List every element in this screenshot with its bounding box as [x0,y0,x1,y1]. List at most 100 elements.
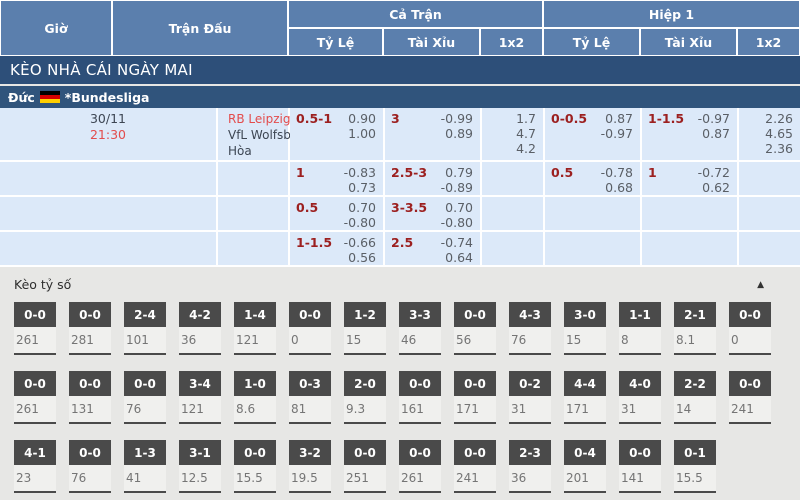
odds-value[interactable]: -0.74 [440,235,473,250]
score-bet-cell[interactable]: 0-0 0 [729,302,771,355]
odds-value[interactable]: 1.7 [516,111,536,126]
score-bet-cell[interactable]: 0-0 0 [289,302,331,355]
ft-handicap-odds-cell[interactable]: 0.5 0.70 -0.80 [290,197,383,230]
odds-value[interactable]: 0.87 [605,111,633,126]
score-bet-cell[interactable]: 2-4 101 [124,302,166,355]
score-bet-cell[interactable]: 2-2 14 [674,371,716,424]
odds-value[interactable]: -0.72 [697,165,730,180]
odds-value[interactable]: 0.87 [702,126,730,141]
odds-value[interactable]: 2.26 [765,111,793,126]
odds-value[interactable]: 0.90 [348,111,376,126]
odds-value[interactable]: 1.00 [348,126,376,141]
handicap-line: 1-1.5 [296,235,333,250]
odds-value[interactable]: -0.80 [440,215,473,230]
odds-value[interactable]: 4.7 [516,126,536,141]
score-bet-cell[interactable]: 0-0 281 [69,302,111,355]
odds-value[interactable]: -0.83 [343,165,376,180]
score-label: 0-0 [399,440,441,465]
score-bet-cell[interactable]: 0-0 56 [454,302,496,355]
score-bet-cell[interactable]: 0-0 131 [69,371,111,424]
team-away[interactable]: VfL Wolfsburg [228,128,311,142]
score-bet-cell[interactable]: 0-0 241 [454,440,496,493]
odds-value[interactable]: -0.78 [600,165,633,180]
score-bet-cell[interactable]: 0-0 76 [124,371,166,424]
score-bet-cell[interactable]: 0-0 261 [14,371,56,424]
score-bet-cell[interactable]: 4-0 31 [619,371,661,424]
score-bet-cell[interactable]: 2-0 9.3 [344,371,386,424]
score-bet-cell[interactable]: 0-2 31 [509,371,551,424]
odds-value[interactable]: 0.62 [702,180,730,195]
score-bet-cell[interactable]: 3-0 15 [564,302,606,355]
match-teams-cell[interactable]: RB Leipzig VfL Wolfsburg Hòa [218,108,311,160]
league-row[interactable]: Đức *Bundesliga [0,86,800,108]
ft-handicap-odds-cell[interactable]: 1-1.5 -0.66 0.56 [290,232,383,265]
collapse-arrow-icon[interactable]: ▲ [757,279,764,290]
score-bet-cell[interactable]: 0-0 251 [344,440,386,493]
h1-handicap-odds-cell[interactable]: 0.5 -0.78 0.68 [545,162,640,195]
odds-value[interactable]: 0.56 [348,250,376,265]
ft-handicap-odds-cell[interactable]: 1 -0.83 0.73 [290,162,383,195]
score-bet-cell[interactable]: 3-2 19.5 [289,440,331,493]
score-bet-cell[interactable]: 0-0 261 [14,302,56,355]
score-bet-cell[interactable]: 1-1 8 [619,302,661,355]
score-bet-cell[interactable]: 0-0 171 [454,371,496,424]
ft-over-under-odds-cell[interactable]: 3 -0.99 0.89 [385,108,480,160]
odds-value[interactable]: 0.70 [348,200,376,215]
score-odds-value: 81 [289,396,331,422]
score-bet-cell[interactable]: 2-1 8.1 [674,302,716,355]
odds-value[interactable]: 4.2 [516,141,536,156]
ft-handicap-odds-cell[interactable]: 0.5-1 0.90 1.00 [290,108,383,160]
odds-value[interactable]: 0.68 [605,180,633,195]
odds-table-header: Giờ Trận Đấu Cả Trận Hiệp 1 Tỷ Lệ Tài Xỉ… [0,0,800,56]
odds-value[interactable]: -0.99 [440,111,473,126]
odds-value[interactable]: 0.79 [445,165,473,180]
score-bet-cell[interactable]: 4-4 171 [564,371,606,424]
score-bet-cell[interactable]: 0-1 15.5 [674,440,716,493]
h1-over-under-odds-cell[interactable]: 1-1.5 -0.97 0.87 [642,108,737,160]
score-bet-cell[interactable]: 0-0 261 [399,440,441,493]
score-odds-value: 15 [564,327,606,353]
score-bet-cell[interactable]: 1-0 8.6 [234,371,276,424]
score-bet-cell[interactable]: 0-3 81 [289,371,331,424]
odds-value[interactable]: 2.36 [765,141,793,156]
h1-1x2-odds-cell[interactable]: 2.26 4.65 2.36 [739,108,800,160]
odds-value[interactable]: -0.97 [600,126,633,141]
odds-value[interactable]: -0.97 [697,111,730,126]
ft-1x2-odds-cell[interactable]: 1.7 4.7 4.2 [482,108,543,160]
ft-over-under-odds-cell[interactable]: 3-3.5 0.70 -0.80 [385,197,480,230]
score-label: 3-2 [289,440,331,465]
score-bet-cell[interactable]: 0-4 201 [564,440,606,493]
score-odds-value: 56 [454,327,496,353]
score-bet-cell[interactable]: 1-3 41 [124,440,166,493]
odds-value[interactable]: 4.65 [765,126,793,141]
odds-value[interactable]: 0.73 [348,180,376,195]
score-bet-cell[interactable]: 1-2 15 [344,302,386,355]
odds-value[interactable]: 0.89 [445,126,473,141]
odds-value[interactable]: 0.70 [445,200,473,215]
team-home[interactable]: RB Leipzig [228,112,291,126]
odds-value[interactable]: 0.64 [445,250,473,265]
score-bet-cell[interactable]: 3-3 46 [399,302,441,355]
score-bet-cell[interactable]: 4-3 76 [509,302,551,355]
h1-over-under-odds-cell[interactable]: 1 -0.72 0.62 [642,162,737,195]
score-bet-cell[interactable]: 1-4 121 [234,302,276,355]
score-bet-cell[interactable]: 3-1 12.5 [179,440,221,493]
score-bet-cell[interactable]: 0-0 15.5 [234,440,276,493]
score-bet-cell[interactable]: 0-0 141 [619,440,661,493]
score-bet-cell[interactable]: 0-0 161 [399,371,441,424]
score-section-header[interactable]: Kèo tỷ số ▲ [0,273,800,302]
h1-handicap-odds-cell[interactable]: 0-0.5 0.87 -0.97 [545,108,640,160]
score-bet-cell[interactable]: 0-0 241 [729,371,771,424]
odds-value[interactable]: -0.66 [343,235,376,250]
score-bet-cell[interactable]: 2-3 36 [509,440,551,493]
score-bet-cell[interactable]: 4-2 36 [179,302,221,355]
score-bet-cell[interactable]: 4-1 23 [14,440,56,493]
score-label: 4-2 [179,302,221,327]
score-bet-cell[interactable]: 3-4 121 [179,371,221,424]
ft-over-under-odds-cell[interactable]: 2.5 -0.74 0.64 [385,232,480,265]
odds-value[interactable]: -0.80 [343,215,376,230]
odds-values: -0.66 0.56 [344,235,376,265]
score-bet-cell[interactable]: 0-0 76 [69,440,111,493]
ft-over-under-odds-cell[interactable]: 2.5-3 0.79 -0.89 [385,162,480,195]
odds-value[interactable]: -0.89 [440,180,473,195]
